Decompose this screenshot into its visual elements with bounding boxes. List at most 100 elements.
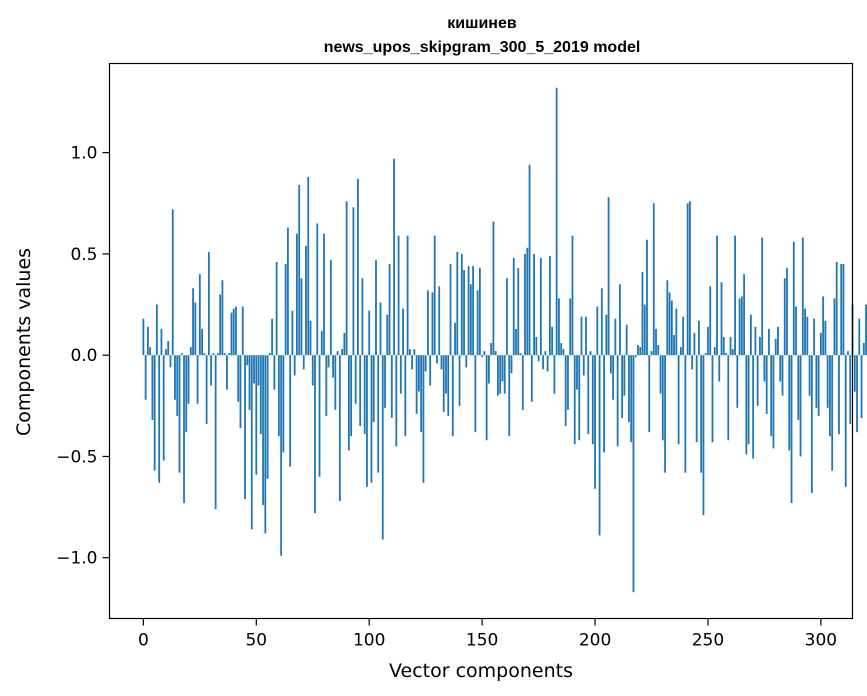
bar-219 <box>637 345 639 356</box>
bar-47 <box>248 355 251 410</box>
bar-273 <box>759 336 761 356</box>
bar-120 <box>413 349 416 356</box>
bar-276 <box>765 355 768 414</box>
y-axis-ticks: −1.0 −0.5 0.0 0.5 1.0 <box>56 144 110 569</box>
bar-252 <box>711 355 714 443</box>
x-tick-label: 0 <box>138 631 149 651</box>
bar-288 <box>792 241 795 356</box>
bar-149 <box>478 268 481 356</box>
bar-99 <box>366 355 368 487</box>
bar-126 <box>427 290 429 356</box>
bar-263 <box>736 355 739 408</box>
bar-307 <box>835 262 838 356</box>
bar-292 <box>801 237 804 356</box>
bar-274 <box>761 237 764 356</box>
bar-266 <box>743 274 746 356</box>
bar-26 <box>201 328 203 356</box>
bar-91 <box>347 355 350 451</box>
bar-304 <box>829 355 831 437</box>
bar-167 <box>519 353 522 356</box>
bar-31 <box>212 353 215 356</box>
bar-270 <box>752 355 755 459</box>
chart-title-line-1: кишинев <box>447 15 517 32</box>
bar-134 <box>445 355 447 394</box>
bar-39 <box>230 312 233 356</box>
bar-318 <box>860 355 863 418</box>
bar-154 <box>490 343 493 356</box>
bar-278 <box>770 355 773 437</box>
bar-105 <box>379 302 382 356</box>
bar-65 <box>289 355 292 467</box>
bar-81 <box>325 355 328 416</box>
bar-97 <box>361 278 364 356</box>
bar-127 <box>429 355 432 386</box>
bar-147 <box>474 355 477 433</box>
bar-49 <box>253 355 255 384</box>
bar-96 <box>359 355 362 427</box>
bar-43 <box>239 355 242 429</box>
bar-44 <box>241 306 244 356</box>
bar-141 <box>460 253 463 356</box>
bar-200 <box>594 355 596 489</box>
bar-10 <box>165 349 167 356</box>
bar-48 <box>250 355 253 530</box>
bar-220 <box>639 347 642 356</box>
bar-320 <box>865 304 867 356</box>
plot-frame <box>108 62 854 620</box>
bar-119 <box>411 355 414 370</box>
y-axis-label: Components values <box>13 248 35 436</box>
bar-225 <box>650 351 653 356</box>
bar-69 <box>298 185 301 356</box>
bar-290 <box>797 355 800 420</box>
bar-132 <box>440 355 443 370</box>
bar-267 <box>745 355 748 455</box>
bar-228 <box>657 345 660 356</box>
bar-171 <box>528 164 531 356</box>
bar-277 <box>768 328 770 356</box>
bar-9 <box>162 355 165 461</box>
bar-189 <box>569 298 572 356</box>
bar-289 <box>795 306 797 356</box>
bar-287 <box>790 355 793 504</box>
bar-242 <box>688 201 691 356</box>
bar-112 <box>395 355 398 447</box>
bars-group <box>142 87 867 593</box>
bar-162 <box>508 355 511 437</box>
bar-110 <box>390 355 393 418</box>
bar-195 <box>582 355 585 376</box>
bar-13 <box>171 209 174 356</box>
bar-236 <box>675 308 678 356</box>
bar-243 <box>691 355 694 370</box>
bar-196 <box>585 316 587 356</box>
bar-259 <box>727 355 730 441</box>
bar-143 <box>465 355 468 368</box>
bar-88 <box>341 349 344 356</box>
bar-207 <box>609 355 612 374</box>
bar-8 <box>160 328 163 356</box>
bar-150 <box>481 355 484 358</box>
bar-194 <box>580 316 583 356</box>
bar-163 <box>510 355 513 374</box>
bar-33 <box>217 353 219 356</box>
bar-179 <box>546 355 549 372</box>
bar-66 <box>291 310 294 356</box>
bar-238 <box>679 347 682 356</box>
x-tick-label: 150 <box>466 631 498 651</box>
bar-231 <box>664 355 666 473</box>
bar-15 <box>176 355 179 416</box>
x-tick-label: 50 <box>245 631 267 651</box>
bar-144 <box>467 266 470 356</box>
bar-301 <box>822 296 825 356</box>
bar-128 <box>431 292 434 356</box>
bar-24 <box>196 355 199 404</box>
chart-title-line-2: news_upos_skipgram_300_5_2019 model <box>324 39 641 56</box>
bar-106 <box>381 355 384 540</box>
bar-87 <box>338 355 341 502</box>
bar-280 <box>774 338 777 356</box>
bar-60 <box>277 355 280 437</box>
bar-151 <box>483 351 486 356</box>
bar-116 <box>404 355 407 437</box>
bar-260 <box>729 336 732 356</box>
bar-137 <box>451 355 454 437</box>
bar-308 <box>838 355 840 435</box>
